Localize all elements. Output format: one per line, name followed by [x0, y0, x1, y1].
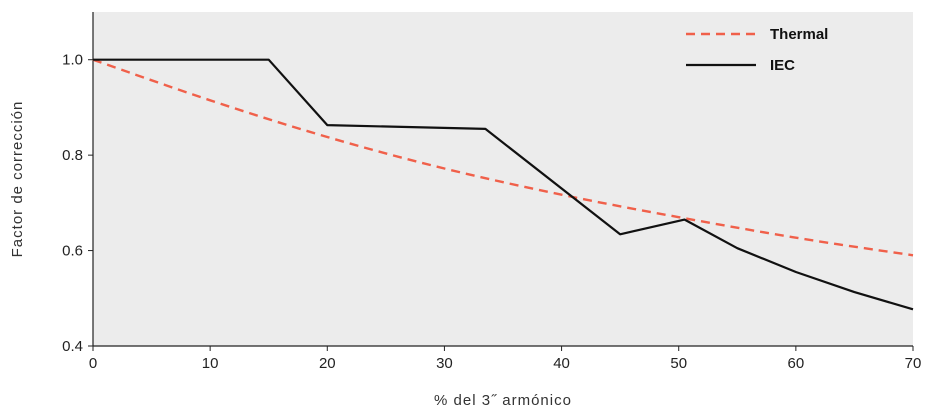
- y-axis-label: Factor de corrección: [9, 101, 26, 258]
- x-tick-label: 10: [202, 355, 219, 372]
- y-tick-label: 0.4: [62, 338, 83, 355]
- x-tick-label: 50: [670, 355, 687, 372]
- x-tick-label: 40: [553, 355, 570, 372]
- series-layer: [92, 58, 914, 311]
- x-tick-label: 20: [319, 355, 336, 372]
- series-line-thermal: [92, 58, 914, 257]
- legend: Thermal IEC: [686, 26, 828, 74]
- x-axis-label: % del 3˝ armónico: [434, 392, 572, 409]
- axes: 0 10 20 30 40 50 60 70 0.4 0.6 0.8 1.0: [62, 12, 921, 372]
- legend-label-thermal: Thermal: [770, 26, 828, 43]
- series-line-iec: [93, 58, 914, 311]
- y-tick-label: 1.0: [62, 52, 83, 69]
- x-tick-label: 0: [89, 355, 97, 372]
- x-tick-label: 60: [788, 355, 805, 372]
- x-tick-label: 70: [905, 355, 922, 372]
- y-tick-label: 0.6: [62, 243, 83, 260]
- x-tick-label: 30: [436, 355, 453, 372]
- y-tick-label: 0.8: [62, 147, 83, 164]
- legend-label-iec: IEC: [770, 57, 795, 74]
- plot-area: [93, 12, 913, 346]
